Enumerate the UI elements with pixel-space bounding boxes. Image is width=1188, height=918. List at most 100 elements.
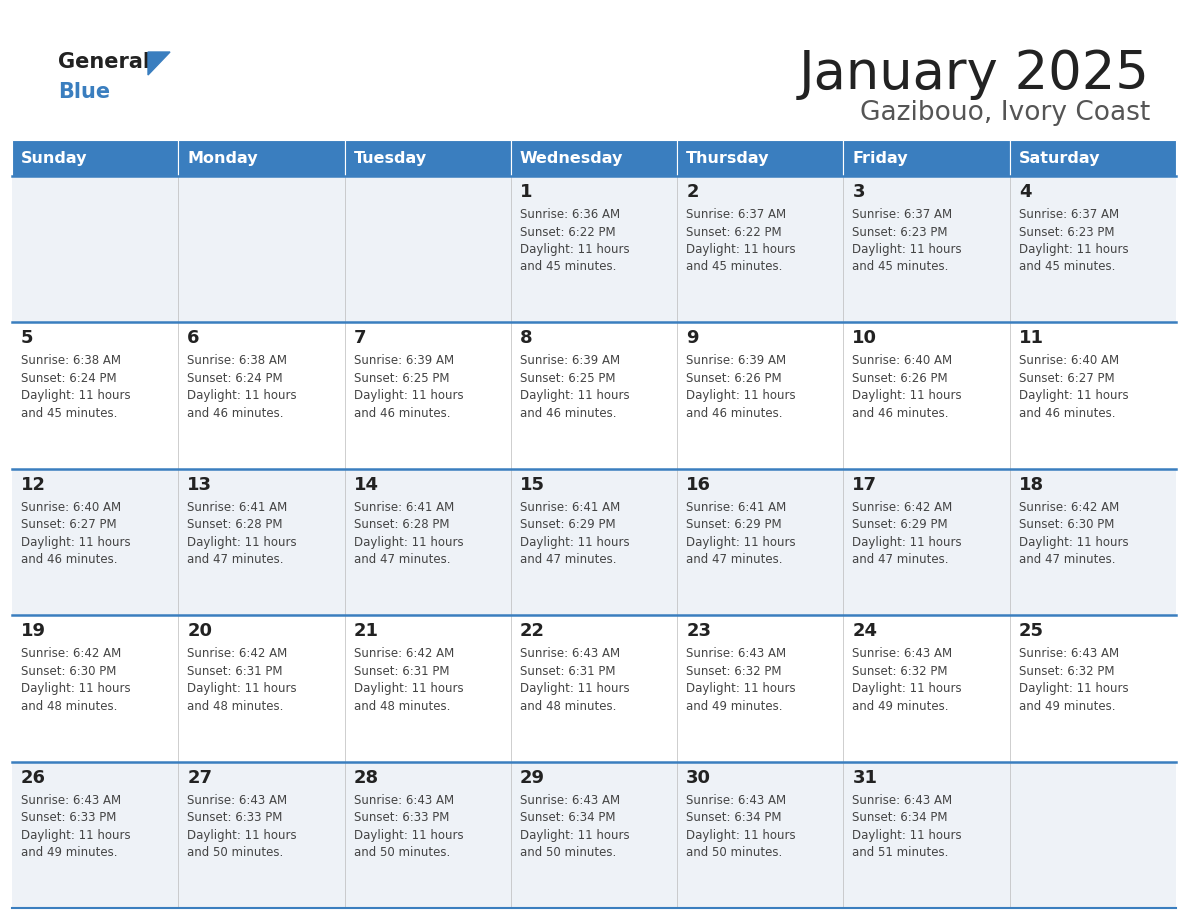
Bar — [677, 615, 843, 762]
Text: and 46 minutes.: and 46 minutes. — [520, 407, 617, 420]
Text: Gazibouo, Ivory Coast: Gazibouo, Ivory Coast — [860, 100, 1150, 126]
Text: Sunrise: 6:41 AM: Sunrise: 6:41 AM — [354, 501, 454, 514]
Text: 10: 10 — [853, 330, 878, 347]
Text: Sunrise: 6:42 AM: Sunrise: 6:42 AM — [354, 647, 454, 660]
Text: Sunrise: 6:43 AM: Sunrise: 6:43 AM — [520, 793, 620, 807]
Text: 6: 6 — [188, 330, 200, 347]
Text: 13: 13 — [188, 476, 213, 494]
Text: General: General — [58, 52, 150, 72]
Text: Daylight: 11 hours: Daylight: 11 hours — [520, 829, 630, 842]
Text: Daylight: 11 hours: Daylight: 11 hours — [853, 682, 962, 695]
Text: Daylight: 11 hours: Daylight: 11 hours — [853, 243, 962, 256]
Bar — [843, 469, 1010, 615]
Polygon shape — [148, 52, 170, 75]
Bar — [511, 762, 677, 908]
Text: Sunrise: 6:42 AM: Sunrise: 6:42 AM — [188, 647, 287, 660]
Text: Sunset: 6:29 PM: Sunset: 6:29 PM — [853, 519, 948, 532]
Text: Daylight: 11 hours: Daylight: 11 hours — [687, 243, 796, 256]
Bar — [511, 469, 677, 615]
Text: Daylight: 11 hours: Daylight: 11 hours — [354, 682, 463, 695]
Text: Monday: Monday — [188, 151, 258, 165]
Bar — [1010, 176, 1176, 322]
Text: January 2025: January 2025 — [800, 48, 1150, 100]
Text: Sunrise: 6:37 AM: Sunrise: 6:37 AM — [1019, 208, 1119, 221]
Bar — [345, 176, 511, 322]
Text: Daylight: 11 hours: Daylight: 11 hours — [853, 536, 962, 549]
Text: Daylight: 11 hours: Daylight: 11 hours — [1019, 682, 1129, 695]
Text: and 45 minutes.: and 45 minutes. — [853, 261, 949, 274]
Text: Daylight: 11 hours: Daylight: 11 hours — [354, 829, 463, 842]
Text: 20: 20 — [188, 622, 213, 640]
Text: Tuesday: Tuesday — [354, 151, 426, 165]
Text: Sunrise: 6:43 AM: Sunrise: 6:43 AM — [520, 647, 620, 660]
Text: Wednesday: Wednesday — [520, 151, 624, 165]
Text: Daylight: 11 hours: Daylight: 11 hours — [188, 829, 297, 842]
Text: Sunrise: 6:43 AM: Sunrise: 6:43 AM — [188, 793, 287, 807]
Bar — [1010, 762, 1176, 908]
Text: and 50 minutes.: and 50 minutes. — [188, 846, 284, 859]
Text: and 46 minutes.: and 46 minutes. — [188, 407, 284, 420]
Text: Daylight: 11 hours: Daylight: 11 hours — [1019, 243, 1129, 256]
Bar — [178, 615, 345, 762]
Bar — [345, 322, 511, 469]
Text: Sunrise: 6:39 AM: Sunrise: 6:39 AM — [354, 354, 454, 367]
Text: Sunset: 6:22 PM: Sunset: 6:22 PM — [520, 226, 615, 239]
Text: Daylight: 11 hours: Daylight: 11 hours — [354, 536, 463, 549]
Bar — [178, 469, 345, 615]
Text: Sunset: 6:33 PM: Sunset: 6:33 PM — [354, 812, 449, 824]
Text: Sunrise: 6:37 AM: Sunrise: 6:37 AM — [687, 208, 786, 221]
Text: Sunrise: 6:39 AM: Sunrise: 6:39 AM — [687, 354, 786, 367]
Text: 28: 28 — [354, 768, 379, 787]
Text: Daylight: 11 hours: Daylight: 11 hours — [21, 536, 131, 549]
Text: Daylight: 11 hours: Daylight: 11 hours — [188, 682, 297, 695]
Text: Daylight: 11 hours: Daylight: 11 hours — [21, 389, 131, 402]
Text: Sunset: 6:28 PM: Sunset: 6:28 PM — [354, 519, 449, 532]
Text: Daylight: 11 hours: Daylight: 11 hours — [853, 829, 962, 842]
Text: 9: 9 — [687, 330, 699, 347]
Text: 5: 5 — [21, 330, 33, 347]
Text: 25: 25 — [1019, 622, 1044, 640]
Bar — [843, 140, 1010, 176]
Text: Sunrise: 6:40 AM: Sunrise: 6:40 AM — [853, 354, 953, 367]
Bar — [12, 762, 178, 908]
Text: Sunrise: 6:43 AM: Sunrise: 6:43 AM — [687, 793, 786, 807]
Text: Daylight: 11 hours: Daylight: 11 hours — [520, 389, 630, 402]
Text: and 46 minutes.: and 46 minutes. — [853, 407, 949, 420]
Text: Daylight: 11 hours: Daylight: 11 hours — [1019, 389, 1129, 402]
Text: and 48 minutes.: and 48 minutes. — [354, 700, 450, 712]
Text: Thursday: Thursday — [687, 151, 770, 165]
Text: Sunset: 6:30 PM: Sunset: 6:30 PM — [21, 665, 116, 677]
Text: Daylight: 11 hours: Daylight: 11 hours — [1019, 536, 1129, 549]
Text: Daylight: 11 hours: Daylight: 11 hours — [687, 682, 796, 695]
Text: 16: 16 — [687, 476, 712, 494]
Text: Sunset: 6:34 PM: Sunset: 6:34 PM — [520, 812, 615, 824]
Text: Sunset: 6:31 PM: Sunset: 6:31 PM — [354, 665, 449, 677]
Text: Sunrise: 6:42 AM: Sunrise: 6:42 AM — [21, 647, 121, 660]
Text: Daylight: 11 hours: Daylight: 11 hours — [520, 682, 630, 695]
Text: 23: 23 — [687, 622, 712, 640]
Text: Daylight: 11 hours: Daylight: 11 hours — [520, 536, 630, 549]
Text: 11: 11 — [1019, 330, 1044, 347]
Text: Sunrise: 6:43 AM: Sunrise: 6:43 AM — [853, 647, 953, 660]
Bar — [511, 615, 677, 762]
Bar — [12, 176, 178, 322]
Text: and 45 minutes.: and 45 minutes. — [1019, 261, 1116, 274]
Bar — [677, 322, 843, 469]
Text: Sunset: 6:30 PM: Sunset: 6:30 PM — [1019, 519, 1114, 532]
Text: Sunset: 6:24 PM: Sunset: 6:24 PM — [21, 372, 116, 385]
Bar — [12, 469, 178, 615]
Bar — [1010, 615, 1176, 762]
Text: Sunrise: 6:36 AM: Sunrise: 6:36 AM — [520, 208, 620, 221]
Text: Sunrise: 6:43 AM: Sunrise: 6:43 AM — [687, 647, 786, 660]
Text: Sunset: 6:23 PM: Sunset: 6:23 PM — [853, 226, 948, 239]
Bar — [345, 140, 511, 176]
Bar — [843, 762, 1010, 908]
Text: Sunrise: 6:43 AM: Sunrise: 6:43 AM — [1019, 647, 1119, 660]
Text: 7: 7 — [354, 330, 366, 347]
Text: and 46 minutes.: and 46 minutes. — [21, 554, 118, 566]
Text: and 45 minutes.: and 45 minutes. — [687, 261, 783, 274]
Text: Sunrise: 6:40 AM: Sunrise: 6:40 AM — [21, 501, 121, 514]
Text: Sunset: 6:25 PM: Sunset: 6:25 PM — [354, 372, 449, 385]
Text: Sunset: 6:34 PM: Sunset: 6:34 PM — [687, 812, 782, 824]
Text: and 51 minutes.: and 51 minutes. — [853, 846, 949, 859]
